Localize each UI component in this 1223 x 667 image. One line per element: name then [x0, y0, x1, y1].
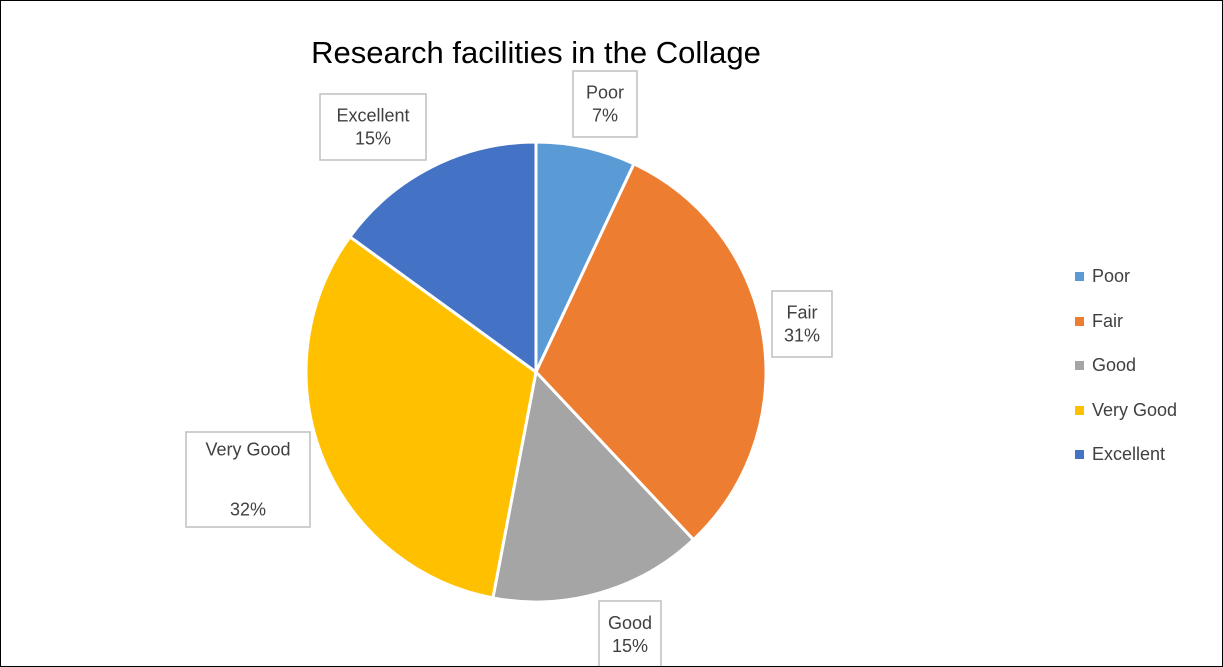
data-label-value: 32% [230, 500, 266, 520]
data-label-category: Excellent [336, 106, 409, 126]
data-label-box [572, 70, 638, 138]
data-label-value: 15% [355, 129, 391, 149]
legend-swatch [1075, 405, 1084, 415]
data-label-category: Very Good [205, 440, 290, 460]
pie-slice-good [491, 368, 696, 604]
pie-slice-very-good [304, 234, 538, 600]
legend-swatch [1075, 316, 1084, 326]
data-label-value: 15% [612, 636, 648, 656]
data-label-excellent: Excellent 15% [319, 93, 427, 161]
legend-item-excellent: Excellent [1075, 444, 1177, 464]
legend-item-good: Good [1075, 355, 1177, 375]
data-label-box [598, 600, 662, 666]
legend-label: Very Good [1092, 399, 1178, 420]
legend-label: Poor [1092, 266, 1131, 286]
chart-title: Research facilities in the Collage [311, 35, 761, 70]
legend-label: Excellent [1092, 444, 1166, 464]
data-label-value: 7% [592, 106, 618, 126]
legend-swatch [1075, 272, 1084, 281]
legend-item-very-good: Very Good [1075, 399, 1178, 420]
data-label-box [319, 93, 427, 161]
legend-swatch [1075, 450, 1084, 459]
data-label-box [771, 290, 833, 358]
data-label-value: 31% [784, 326, 820, 346]
data-label-category: Good [608, 613, 652, 633]
data-label-poor: Poor 7% [572, 70, 638, 138]
data-label-good: Good 15% [598, 600, 662, 666]
data-label-category: Poor [586, 83, 624, 103]
pie-slice-fair [534, 161, 768, 542]
data-label-category: Fair [787, 303, 818, 323]
legend-label: Good [1092, 355, 1137, 375]
data-label-box [185, 431, 311, 528]
legend-item-poor: Poor [1075, 266, 1177, 286]
legend-label: Fair [1092, 310, 1123, 331]
pie-slice-excellent [347, 140, 538, 375]
chart-legend: Poor Fair Good Very Good Excellent [1075, 266, 1178, 492]
pie-slice-poor [534, 140, 636, 373]
legend-item-fair: Fair [1075, 310, 1177, 331]
data-label-very-good: Very Good 32% [185, 431, 311, 528]
legend-swatch [1075, 361, 1084, 370]
data-label-fair: Fair 31% [771, 290, 833, 358]
